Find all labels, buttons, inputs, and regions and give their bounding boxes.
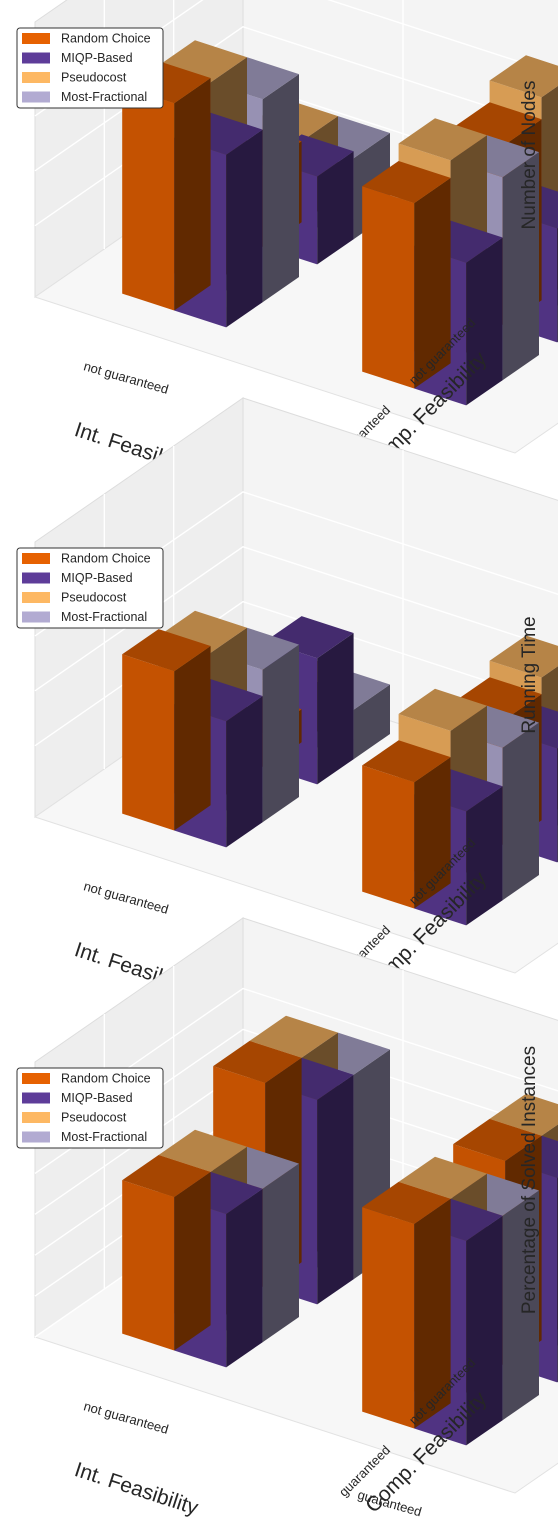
legend-swatch <box>22 72 50 83</box>
legend-swatch <box>22 1131 50 1143</box>
bar-top-face <box>398 1156 487 1199</box>
legend-entry: Most-Fractional <box>61 610 147 624</box>
bar-side-face <box>174 1171 211 1351</box>
x-tick-label: not guaranteed <box>82 1398 170 1437</box>
legend-swatch <box>22 33 50 44</box>
legend-swatch <box>22 91 50 103</box>
bar-top-face <box>398 118 487 161</box>
bar-front-face <box>362 1207 415 1429</box>
bar-top-face <box>213 1040 302 1083</box>
legend-swatch <box>22 1092 50 1104</box>
bar-side-face <box>466 1215 503 1446</box>
legend-entry: Random Choice <box>61 551 151 565</box>
bar-front-face <box>122 654 175 831</box>
bar-side-face <box>502 1190 539 1421</box>
bar-random-choice-1-0 <box>362 740 451 909</box>
bar-side-face <box>262 74 299 303</box>
bar-random-choice-1-0 <box>362 1181 451 1429</box>
legend-box <box>16 547 164 629</box>
bar-side-face <box>353 684 390 760</box>
bar-side-face <box>226 129 263 328</box>
bar-top-face <box>362 740 451 783</box>
legend-entry: MIQP-Based <box>61 1091 133 1105</box>
bar-side-face <box>262 644 299 823</box>
bar-random-choice-0-0 <box>122 61 211 311</box>
bar-side-face <box>502 152 539 381</box>
bar-random-choice-0-0 <box>122 629 211 831</box>
legend-box <box>16 27 164 109</box>
legend-swatch <box>22 52 50 64</box>
bar-side-face <box>414 757 451 909</box>
legend-swatch <box>22 592 50 603</box>
bar-side-face <box>466 786 503 926</box>
z-axis-label: Running Time <box>519 616 540 733</box>
legend-swatch <box>22 572 50 584</box>
legend-swatch <box>22 1112 50 1123</box>
z-axis-label: Percentage of Solved Instances <box>519 1046 540 1314</box>
bar-top-face <box>398 688 487 731</box>
bar-top-face <box>453 1118 542 1161</box>
bar-front-face <box>122 86 175 311</box>
legend-swatch <box>22 611 50 623</box>
legend: Random Choice MIQP-Based Pseudocost Most-Fr… <box>16 1067 164 1149</box>
legend-entry: Pseudocost <box>61 70 127 84</box>
bar-random-choice-1-0 <box>362 161 451 389</box>
legend-swatch <box>22 1073 50 1084</box>
bar-side-face <box>502 722 539 901</box>
bar-side-face <box>317 633 354 785</box>
bar-top-face <box>362 161 451 204</box>
bar-front-face <box>362 765 415 909</box>
legend: Random Choice MIQP-Based Pseudocost Most-Fr… <box>16 27 164 109</box>
bar-top-face <box>158 1129 247 1172</box>
bar-front-face <box>122 1180 175 1351</box>
z-axis-label: Number of Nodes <box>519 81 540 230</box>
bar-side-face <box>317 151 354 265</box>
x-axis-label: Int. Feasibility <box>72 1458 202 1520</box>
x-tick-label: not guaranteed <box>82 878 170 917</box>
legend-entry: Most-Fractional <box>61 90 147 104</box>
bar-side-face <box>466 237 503 406</box>
bar-top-face <box>362 1181 451 1224</box>
legend-entry: Pseudocost <box>61 1110 127 1124</box>
bar-side-face <box>226 1188 263 1368</box>
legend-entry: Random Choice <box>61 31 151 45</box>
bar-side-face <box>174 646 211 831</box>
legend-entry: MIQP-Based <box>61 51 133 65</box>
bar-top-face <box>122 1155 211 1198</box>
x-tick-label: not guaranteed <box>82 358 170 397</box>
bar-side-face <box>414 1198 451 1429</box>
bar-top-face <box>489 55 558 98</box>
legend-entry: Pseudocost <box>61 590 127 604</box>
legend-entry: Most-Fractional <box>61 1130 147 1144</box>
bar-side-face <box>174 78 211 311</box>
bar-top-face <box>489 1093 558 1136</box>
chart-panel-3: 0.00.20.40.60.81.0Percentage of Solved I… <box>16 917 558 1520</box>
bar-front-face <box>362 186 415 389</box>
legend: Random Choice MIQP-Based Pseudocost Most-Fr… <box>16 547 164 629</box>
bar-side-face <box>317 1074 354 1305</box>
bar-random-choice-0-0 <box>122 1155 211 1351</box>
bar-top-face <box>249 1015 338 1058</box>
bar-top-face <box>489 635 558 678</box>
legend-entry: Random Choice <box>61 1071 151 1085</box>
bar-top-face <box>122 629 211 672</box>
bar-side-face <box>262 1163 299 1343</box>
bar-side-face <box>414 177 451 389</box>
legend-entry: MIQP-Based <box>61 571 133 585</box>
bar-side-face <box>226 696 263 848</box>
legend-swatch <box>22 553 50 564</box>
legend-box <box>16 1067 164 1149</box>
